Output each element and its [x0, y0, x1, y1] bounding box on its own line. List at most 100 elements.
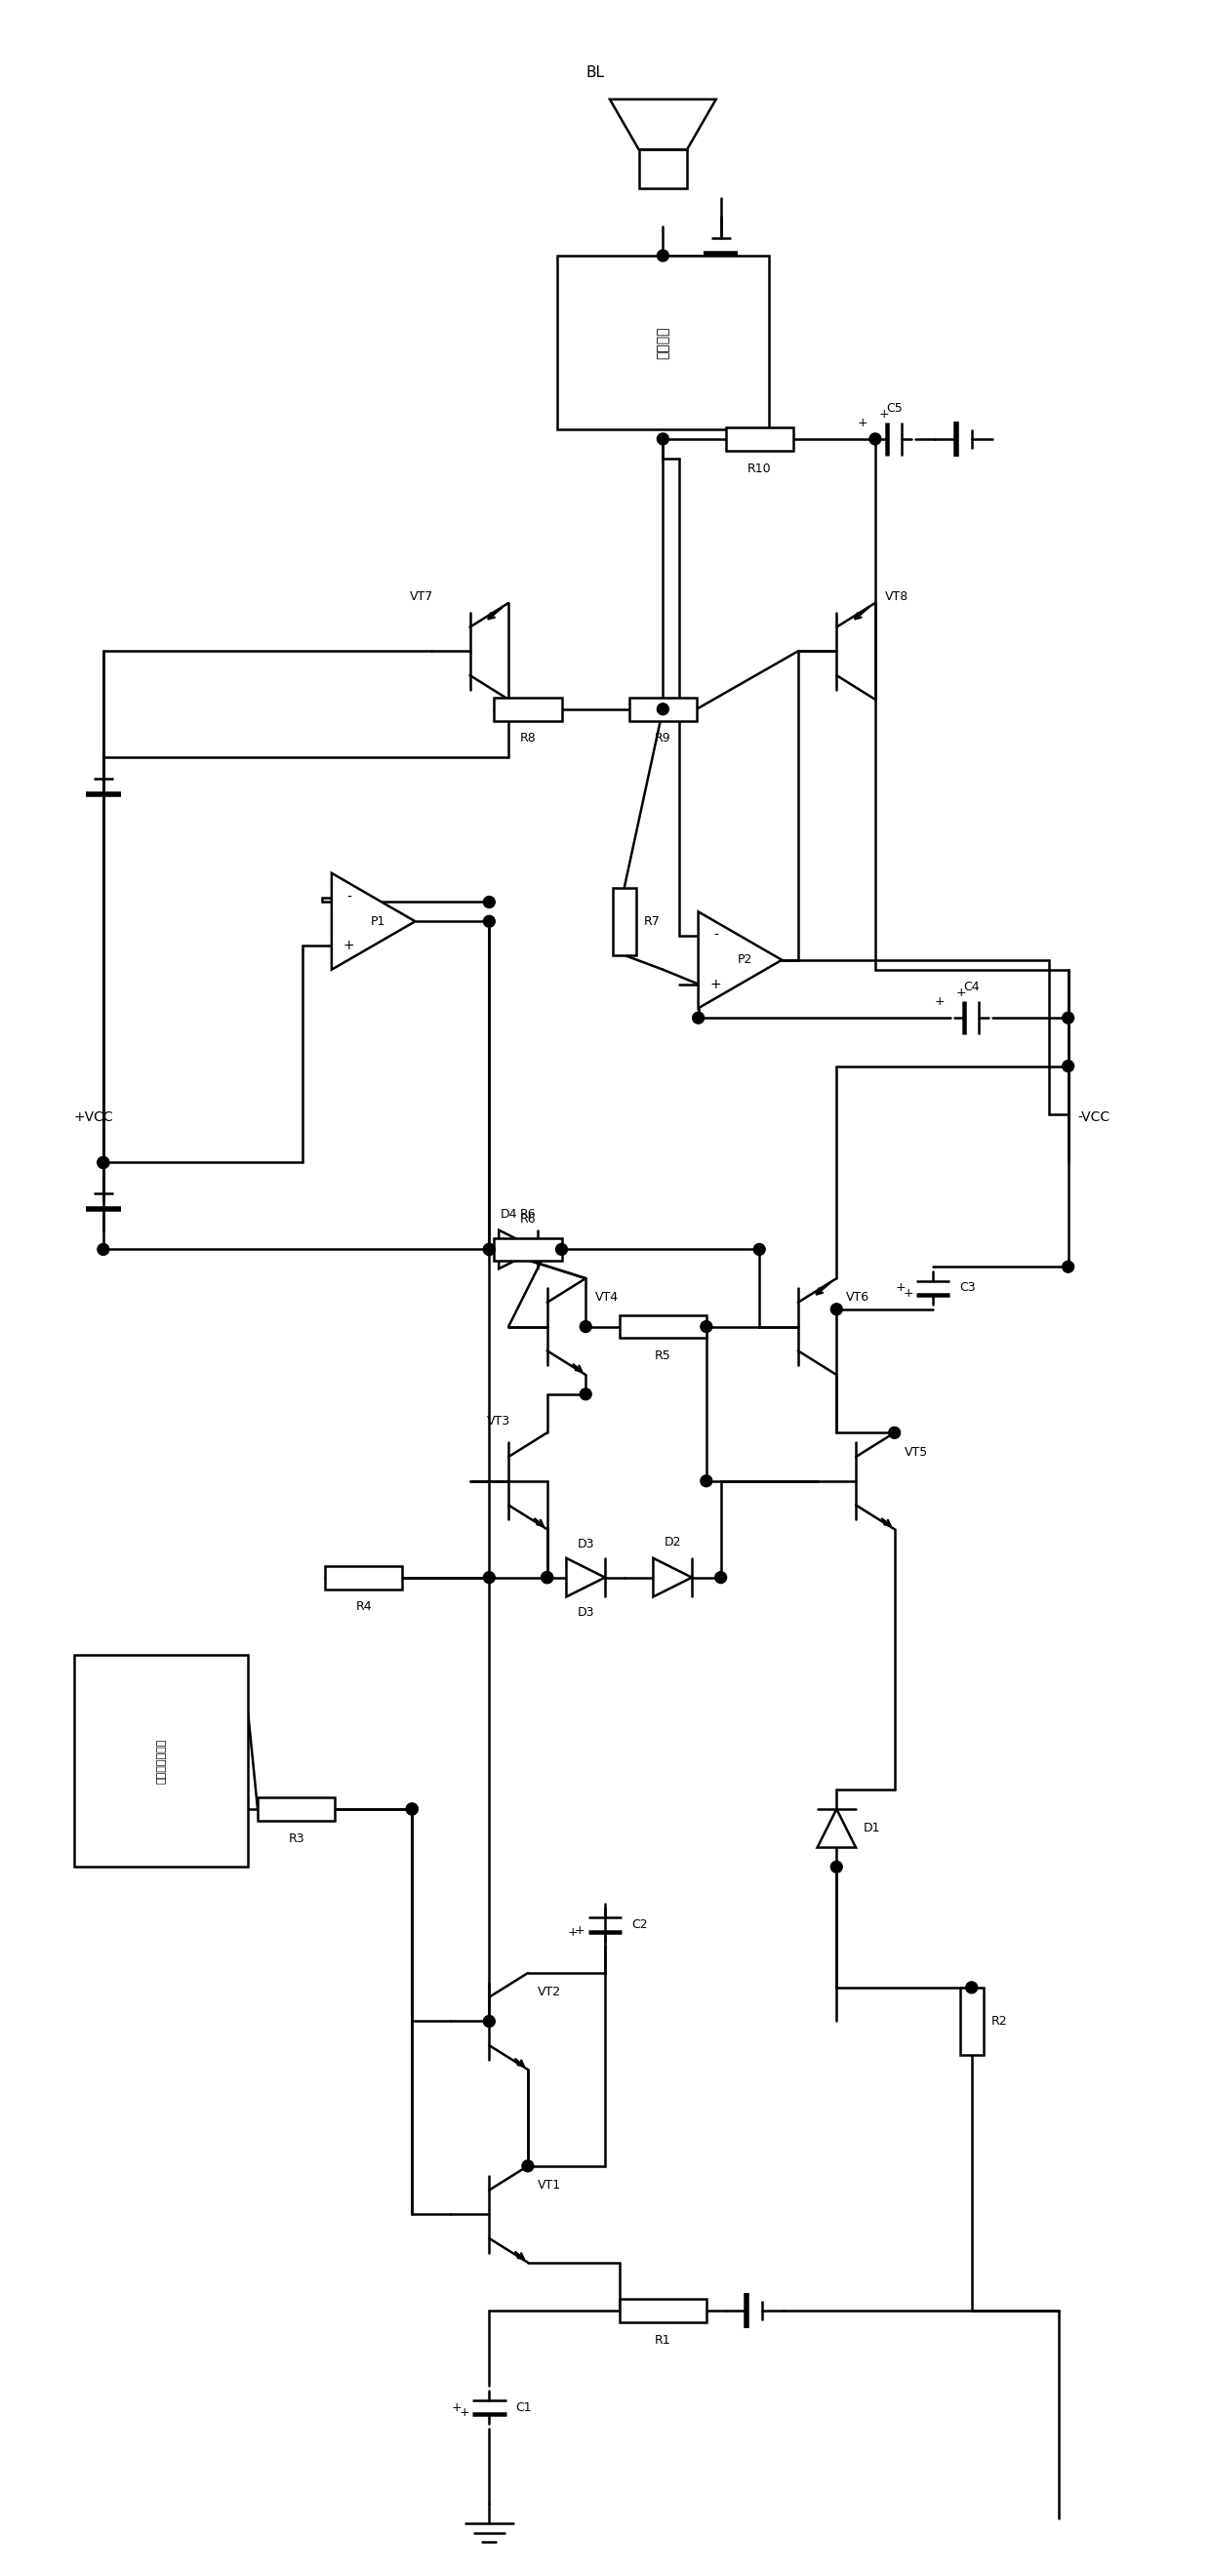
Text: R7: R7	[644, 914, 659, 927]
Text: R6: R6	[520, 1208, 536, 1221]
Polygon shape	[499, 1231, 537, 1270]
Circle shape	[555, 1244, 567, 1255]
Text: VT4: VT4	[595, 1291, 618, 1303]
Text: R1: R1	[655, 2334, 672, 2347]
Text: R10: R10	[748, 461, 772, 474]
Circle shape	[701, 1476, 713, 1486]
Bar	[620, 1314, 707, 1337]
Text: +: +	[956, 987, 967, 999]
Text: VT2: VT2	[537, 1986, 561, 1999]
Polygon shape	[566, 1558, 605, 1597]
Text: D4: D4	[500, 1208, 517, 1221]
Text: +: +	[857, 417, 868, 430]
Polygon shape	[817, 1808, 855, 1847]
Text: D1: D1	[864, 1821, 881, 1834]
Text: +: +	[710, 976, 721, 992]
Bar	[620, 2300, 707, 2324]
Text: C1: C1	[515, 2401, 532, 2414]
Circle shape	[484, 1244, 495, 1255]
Text: +: +	[903, 1288, 914, 1301]
Text: +: +	[934, 994, 945, 1007]
Text: R5: R5	[655, 1350, 672, 1363]
Circle shape	[484, 914, 495, 927]
Text: D3: D3	[577, 1607, 594, 1620]
Bar	[726, 428, 793, 451]
Text: C4: C4	[963, 981, 980, 994]
Circle shape	[869, 433, 881, 446]
Bar	[960, 1989, 984, 2056]
Circle shape	[407, 1803, 417, 1816]
Text: C5: C5	[886, 402, 903, 415]
Circle shape	[484, 2014, 495, 2027]
Polygon shape	[698, 912, 782, 1007]
Text: +: +	[880, 407, 889, 420]
Polygon shape	[332, 873, 415, 969]
Text: +VCC: +VCC	[74, 1110, 114, 1123]
Text: -: -	[713, 930, 718, 943]
Text: +: +	[567, 1927, 578, 1940]
Circle shape	[831, 1303, 842, 1314]
Circle shape	[692, 1012, 704, 1023]
Circle shape	[580, 1321, 592, 1332]
Bar	[629, 698, 697, 721]
Text: D2: D2	[664, 1535, 681, 1548]
Bar	[612, 889, 636, 956]
Circle shape	[1062, 1262, 1074, 1273]
Bar	[258, 1798, 335, 1821]
Bar	[639, 149, 687, 188]
Circle shape	[831, 1860, 842, 1873]
Text: 电流负反馈电路: 电流负反馈电路	[156, 1739, 166, 1783]
Text: +: +	[575, 1924, 586, 1937]
Text: P1: P1	[370, 914, 386, 927]
Text: VT8: VT8	[885, 590, 909, 603]
Polygon shape	[610, 100, 716, 149]
Text: R4: R4	[356, 1600, 371, 1613]
Text: VT3: VT3	[488, 1414, 511, 1427]
Circle shape	[484, 1244, 495, 1255]
Bar	[557, 255, 770, 430]
Text: +: +	[344, 938, 355, 953]
Text: R8: R8	[519, 732, 536, 744]
Text: +: +	[451, 2401, 462, 2414]
Circle shape	[407, 1803, 417, 1816]
Circle shape	[541, 1571, 553, 1584]
Circle shape	[657, 250, 669, 260]
Text: BL: BL	[586, 64, 605, 80]
Circle shape	[541, 1571, 553, 1584]
Bar	[74, 1654, 248, 1868]
Text: R3: R3	[288, 1832, 305, 1844]
Circle shape	[98, 1157, 109, 1170]
Circle shape	[1062, 1012, 1074, 1023]
Text: R9: R9	[655, 732, 672, 744]
Circle shape	[657, 703, 669, 716]
Text: -: -	[346, 891, 351, 904]
Circle shape	[966, 1981, 978, 1994]
Circle shape	[98, 1244, 109, 1255]
Text: -VCC: -VCC	[1078, 1110, 1110, 1123]
Text: +: +	[459, 2406, 469, 2419]
Text: P2: P2	[737, 953, 753, 966]
Circle shape	[484, 1571, 495, 1584]
Text: VT1: VT1	[537, 2179, 561, 2192]
Circle shape	[715, 1571, 726, 1584]
Bar	[325, 1566, 403, 1589]
Bar	[494, 698, 561, 721]
Text: R2: R2	[991, 2014, 1007, 2027]
Circle shape	[1062, 1061, 1074, 1072]
Text: VT7: VT7	[410, 590, 433, 603]
Circle shape	[580, 1388, 592, 1399]
Text: C3: C3	[960, 1283, 975, 1293]
Circle shape	[522, 2161, 534, 2172]
Polygon shape	[653, 1558, 692, 1597]
Bar	[494, 1239, 561, 1262]
Text: +: +	[895, 1283, 906, 1293]
Circle shape	[657, 433, 669, 446]
Circle shape	[701, 1321, 713, 1332]
Text: 削峰电路: 削峰电路	[656, 327, 669, 358]
Text: D3: D3	[577, 1538, 594, 1551]
Circle shape	[754, 1244, 765, 1255]
Text: R6: R6	[520, 1213, 536, 1226]
Text: VT5: VT5	[904, 1445, 928, 1458]
Text: VT6: VT6	[846, 1291, 870, 1303]
Circle shape	[484, 896, 495, 907]
